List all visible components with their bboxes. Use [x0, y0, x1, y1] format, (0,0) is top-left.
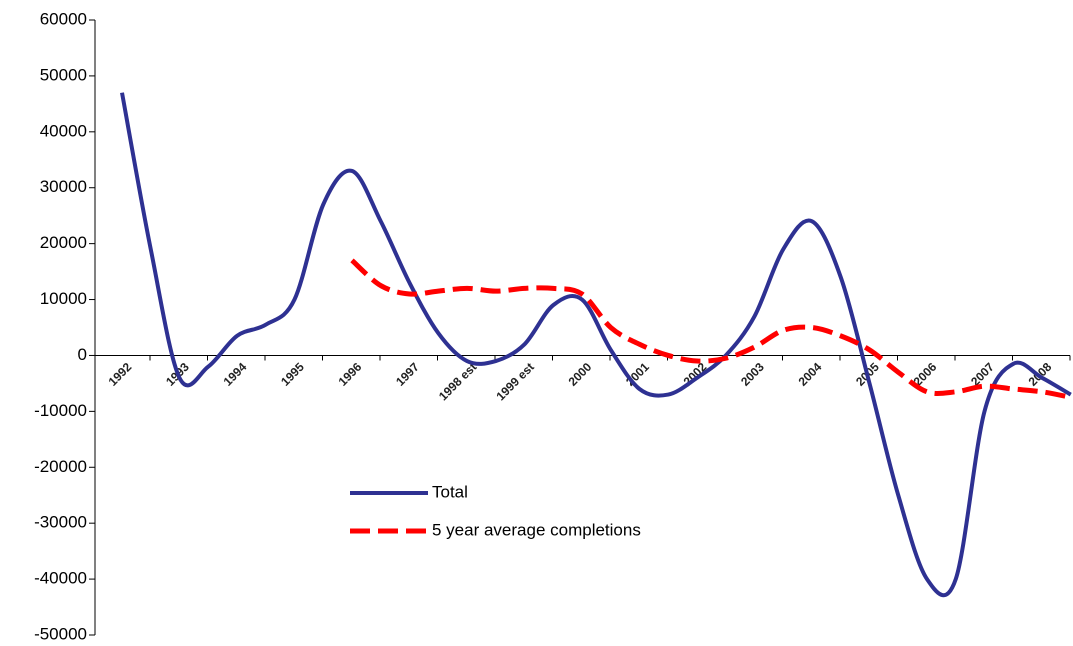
- series-line: [120, 92, 1072, 598]
- y-tick-label: -10000: [34, 401, 87, 420]
- series-line: [350, 258, 1072, 400]
- y-tick-label: -20000: [34, 457, 87, 476]
- x-tick-label: 1995: [278, 360, 307, 389]
- x-tick-label: 1997: [393, 360, 422, 389]
- x-tick-label: 1996: [336, 360, 365, 389]
- y-tick-label: 0: [78, 345, 87, 364]
- x-tick-label: 2004: [796, 360, 825, 389]
- y-tick-label: 20000: [40, 233, 87, 252]
- x-tick-label: 1999 est: [493, 360, 536, 403]
- x-tick-label: 2003: [738, 360, 767, 389]
- y-tick-label: -30000: [34, 513, 87, 532]
- legend-label: 5 year average completions: [432, 520, 641, 539]
- y-tick-label: -50000: [34, 624, 87, 643]
- y-tick-label: 10000: [40, 289, 87, 308]
- y-tick-label: -40000: [34, 569, 87, 588]
- x-tick-label: 1998 est: [436, 360, 479, 403]
- y-tick-label: 60000: [40, 9, 87, 28]
- y-tick-label: 50000: [40, 65, 87, 84]
- y-tick-label: 30000: [40, 177, 87, 196]
- x-tick-label: 2000: [566, 360, 595, 389]
- x-tick-label: 1994: [221, 360, 250, 389]
- y-tick-label: 40000: [40, 121, 87, 140]
- x-tick-label: 1992: [106, 360, 135, 389]
- legend-label: Total: [432, 482, 468, 501]
